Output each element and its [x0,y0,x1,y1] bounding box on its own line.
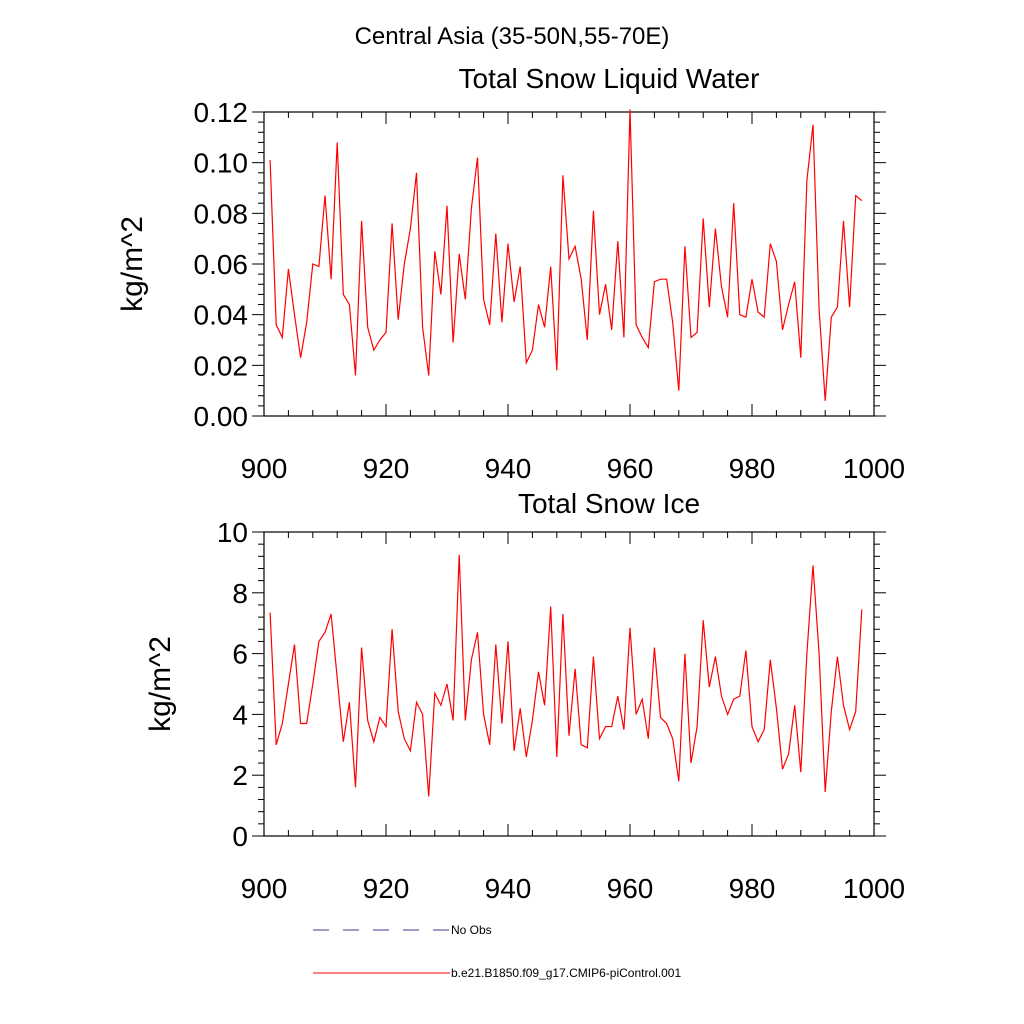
y-axis-label: kg/m^2 [116,216,149,312]
x-tick-label: 900 [241,873,288,904]
legend-obs-label: No Obs [451,923,492,937]
x-tick-label: 1000 [843,873,905,904]
x-tick-label: 920 [363,453,410,484]
y-tick-label: 8 [232,578,248,609]
plot-frame [263,531,875,837]
y-tick-label: 0.06 [194,249,249,280]
x-tick-label: 900 [241,453,288,484]
chart-title: Total Snow Ice [518,488,700,519]
x-tick-label: 940 [485,453,532,484]
y-tick-label: 0.08 [194,198,249,229]
legend: No Obs b.e21.B1850.f09_g17.CMIP6-piContr… [313,923,681,980]
y-axis-label: kg/m^2 [144,636,177,732]
figure-title: Central Asia (35-50N,55-70E) [355,23,670,50]
x-tick-label: 980 [729,873,776,904]
series-line [269,554,863,797]
x-tick-label: 960 [607,873,654,904]
series-line [269,109,863,401]
y-tick-label: 0.00 [194,401,249,432]
y-tick-label: 0 [232,821,248,852]
y-tick-label: 6 [232,639,248,670]
x-tick-label: 1000 [843,453,905,484]
x-tick-label: 960 [607,453,654,484]
x-tick-label: 920 [363,873,410,904]
x-tick-label: 980 [729,453,776,484]
chart-title: Total Snow Liquid Water [459,63,760,94]
y-tick-label: 10 [217,517,248,548]
y-tick-label: 4 [232,699,248,730]
legend-model-label: b.e21.B1850.f09_g17.CMIP6-piControl.001 [451,966,681,980]
y-tick-label: 0.10 [194,148,249,179]
y-tick-label: 0.12 [194,97,249,128]
y-tick-label: 0.04 [194,300,249,331]
y-tick-label: 0.02 [194,350,249,381]
panel-total-snow-ice: Total Snow Ice kg/m^2 900 920 940 960 980 1000 0… [144,488,905,904]
x-tick-label: 940 [485,873,532,904]
y-tick-label: 2 [232,760,248,791]
panel-total-snow-liquid-water: Total Snow Liquid Water kg/m^2 900 920 940 96… [116,63,905,484]
